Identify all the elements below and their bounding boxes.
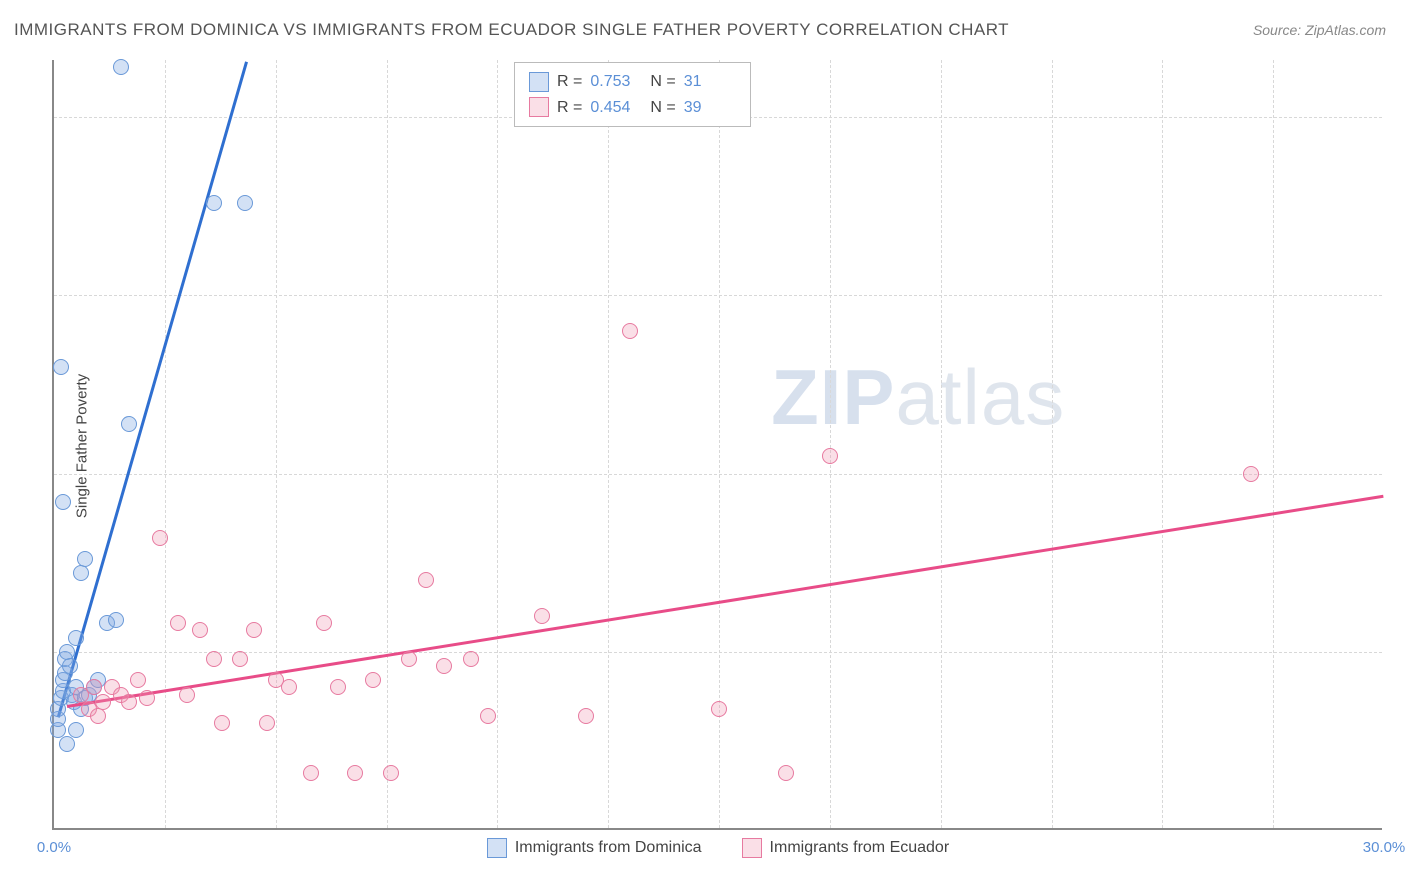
data-point bbox=[418, 572, 434, 588]
legend-swatch bbox=[487, 838, 507, 858]
n-value: 39 bbox=[684, 95, 736, 121]
plot-area: ZIPatlas 25.0%50.0%75.0%100.0%0.0%30.0%R… bbox=[52, 60, 1382, 830]
n-value: 31 bbox=[684, 69, 736, 95]
r-value: 0.753 bbox=[590, 69, 642, 95]
data-point bbox=[73, 565, 89, 581]
data-point bbox=[55, 494, 71, 510]
trend-line bbox=[67, 495, 1384, 708]
data-point bbox=[59, 736, 75, 752]
data-point bbox=[152, 530, 168, 546]
data-point bbox=[365, 672, 381, 688]
data-point bbox=[347, 765, 363, 781]
data-point bbox=[206, 651, 222, 667]
legend-swatch bbox=[529, 97, 549, 117]
legend-item: Immigrants from Ecuador bbox=[742, 838, 950, 858]
chart-container: IMMIGRANTS FROM DOMINICA VS IMMIGRANTS F… bbox=[0, 0, 1406, 892]
data-point bbox=[62, 658, 78, 674]
data-point bbox=[463, 651, 479, 667]
data-point bbox=[401, 651, 417, 667]
legend-label: Immigrants from Ecuador bbox=[770, 839, 950, 857]
gridline-v bbox=[497, 60, 498, 828]
data-point bbox=[822, 448, 838, 464]
data-point bbox=[436, 658, 452, 674]
data-point bbox=[170, 615, 186, 631]
data-point bbox=[303, 765, 319, 781]
n-label: N = bbox=[650, 69, 675, 95]
data-point bbox=[534, 608, 550, 624]
data-point bbox=[68, 722, 84, 738]
data-point bbox=[711, 701, 727, 717]
data-point bbox=[179, 687, 195, 703]
trend-line bbox=[57, 61, 248, 718]
legend-label: Immigrants from Dominica bbox=[515, 839, 702, 857]
stats-row: R = 0.454 N = 39 bbox=[529, 95, 736, 121]
data-point bbox=[192, 622, 208, 638]
data-point bbox=[778, 765, 794, 781]
source-label: Source: ZipAtlas.com bbox=[1253, 22, 1386, 38]
gridline-h bbox=[54, 652, 1382, 653]
gridline-h bbox=[54, 474, 1382, 475]
data-point bbox=[246, 622, 262, 638]
legend-swatch bbox=[742, 838, 762, 858]
data-point bbox=[130, 672, 146, 688]
data-point bbox=[206, 195, 222, 211]
data-point bbox=[232, 651, 248, 667]
n-label: N = bbox=[650, 95, 675, 121]
data-point bbox=[259, 715, 275, 731]
data-point bbox=[121, 416, 137, 432]
data-point bbox=[77, 551, 93, 567]
legend-swatch bbox=[529, 72, 549, 92]
gridline-v bbox=[1162, 60, 1163, 828]
data-point bbox=[139, 690, 155, 706]
r-label: R = bbox=[557, 95, 582, 121]
gridline-v bbox=[941, 60, 942, 828]
stats-row: R = 0.753 N = 31 bbox=[529, 69, 736, 95]
gridline-v bbox=[165, 60, 166, 828]
data-point bbox=[53, 359, 69, 375]
bottom-legend: Immigrants from Dominica Immigrants from … bbox=[54, 838, 1382, 858]
r-label: R = bbox=[557, 69, 582, 95]
watermark: ZIPatlas bbox=[771, 352, 1065, 443]
legend-item: Immigrants from Dominica bbox=[487, 838, 702, 858]
data-point bbox=[330, 679, 346, 695]
data-point bbox=[68, 630, 84, 646]
gridline-h bbox=[54, 295, 1382, 296]
data-point bbox=[121, 694, 137, 710]
data-point bbox=[480, 708, 496, 724]
data-point bbox=[622, 323, 638, 339]
gridline-v bbox=[608, 60, 609, 828]
gridline-v bbox=[1052, 60, 1053, 828]
data-point bbox=[214, 715, 230, 731]
data-point bbox=[108, 612, 124, 628]
gridline-v bbox=[276, 60, 277, 828]
gridline-v bbox=[387, 60, 388, 828]
data-point bbox=[316, 615, 332, 631]
data-point bbox=[1243, 466, 1259, 482]
gridline-v bbox=[1273, 60, 1274, 828]
data-point bbox=[113, 59, 129, 75]
chart-title: IMMIGRANTS FROM DOMINICA VS IMMIGRANTS F… bbox=[14, 20, 1009, 40]
r-value: 0.454 bbox=[590, 95, 642, 121]
data-point bbox=[383, 765, 399, 781]
gridline-v bbox=[830, 60, 831, 828]
data-point bbox=[90, 708, 106, 724]
stats-legend: R = 0.753 N = 31 R = 0.454 N = 39 bbox=[514, 62, 751, 127]
data-point bbox=[281, 679, 297, 695]
data-point bbox=[578, 708, 594, 724]
data-point bbox=[237, 195, 253, 211]
